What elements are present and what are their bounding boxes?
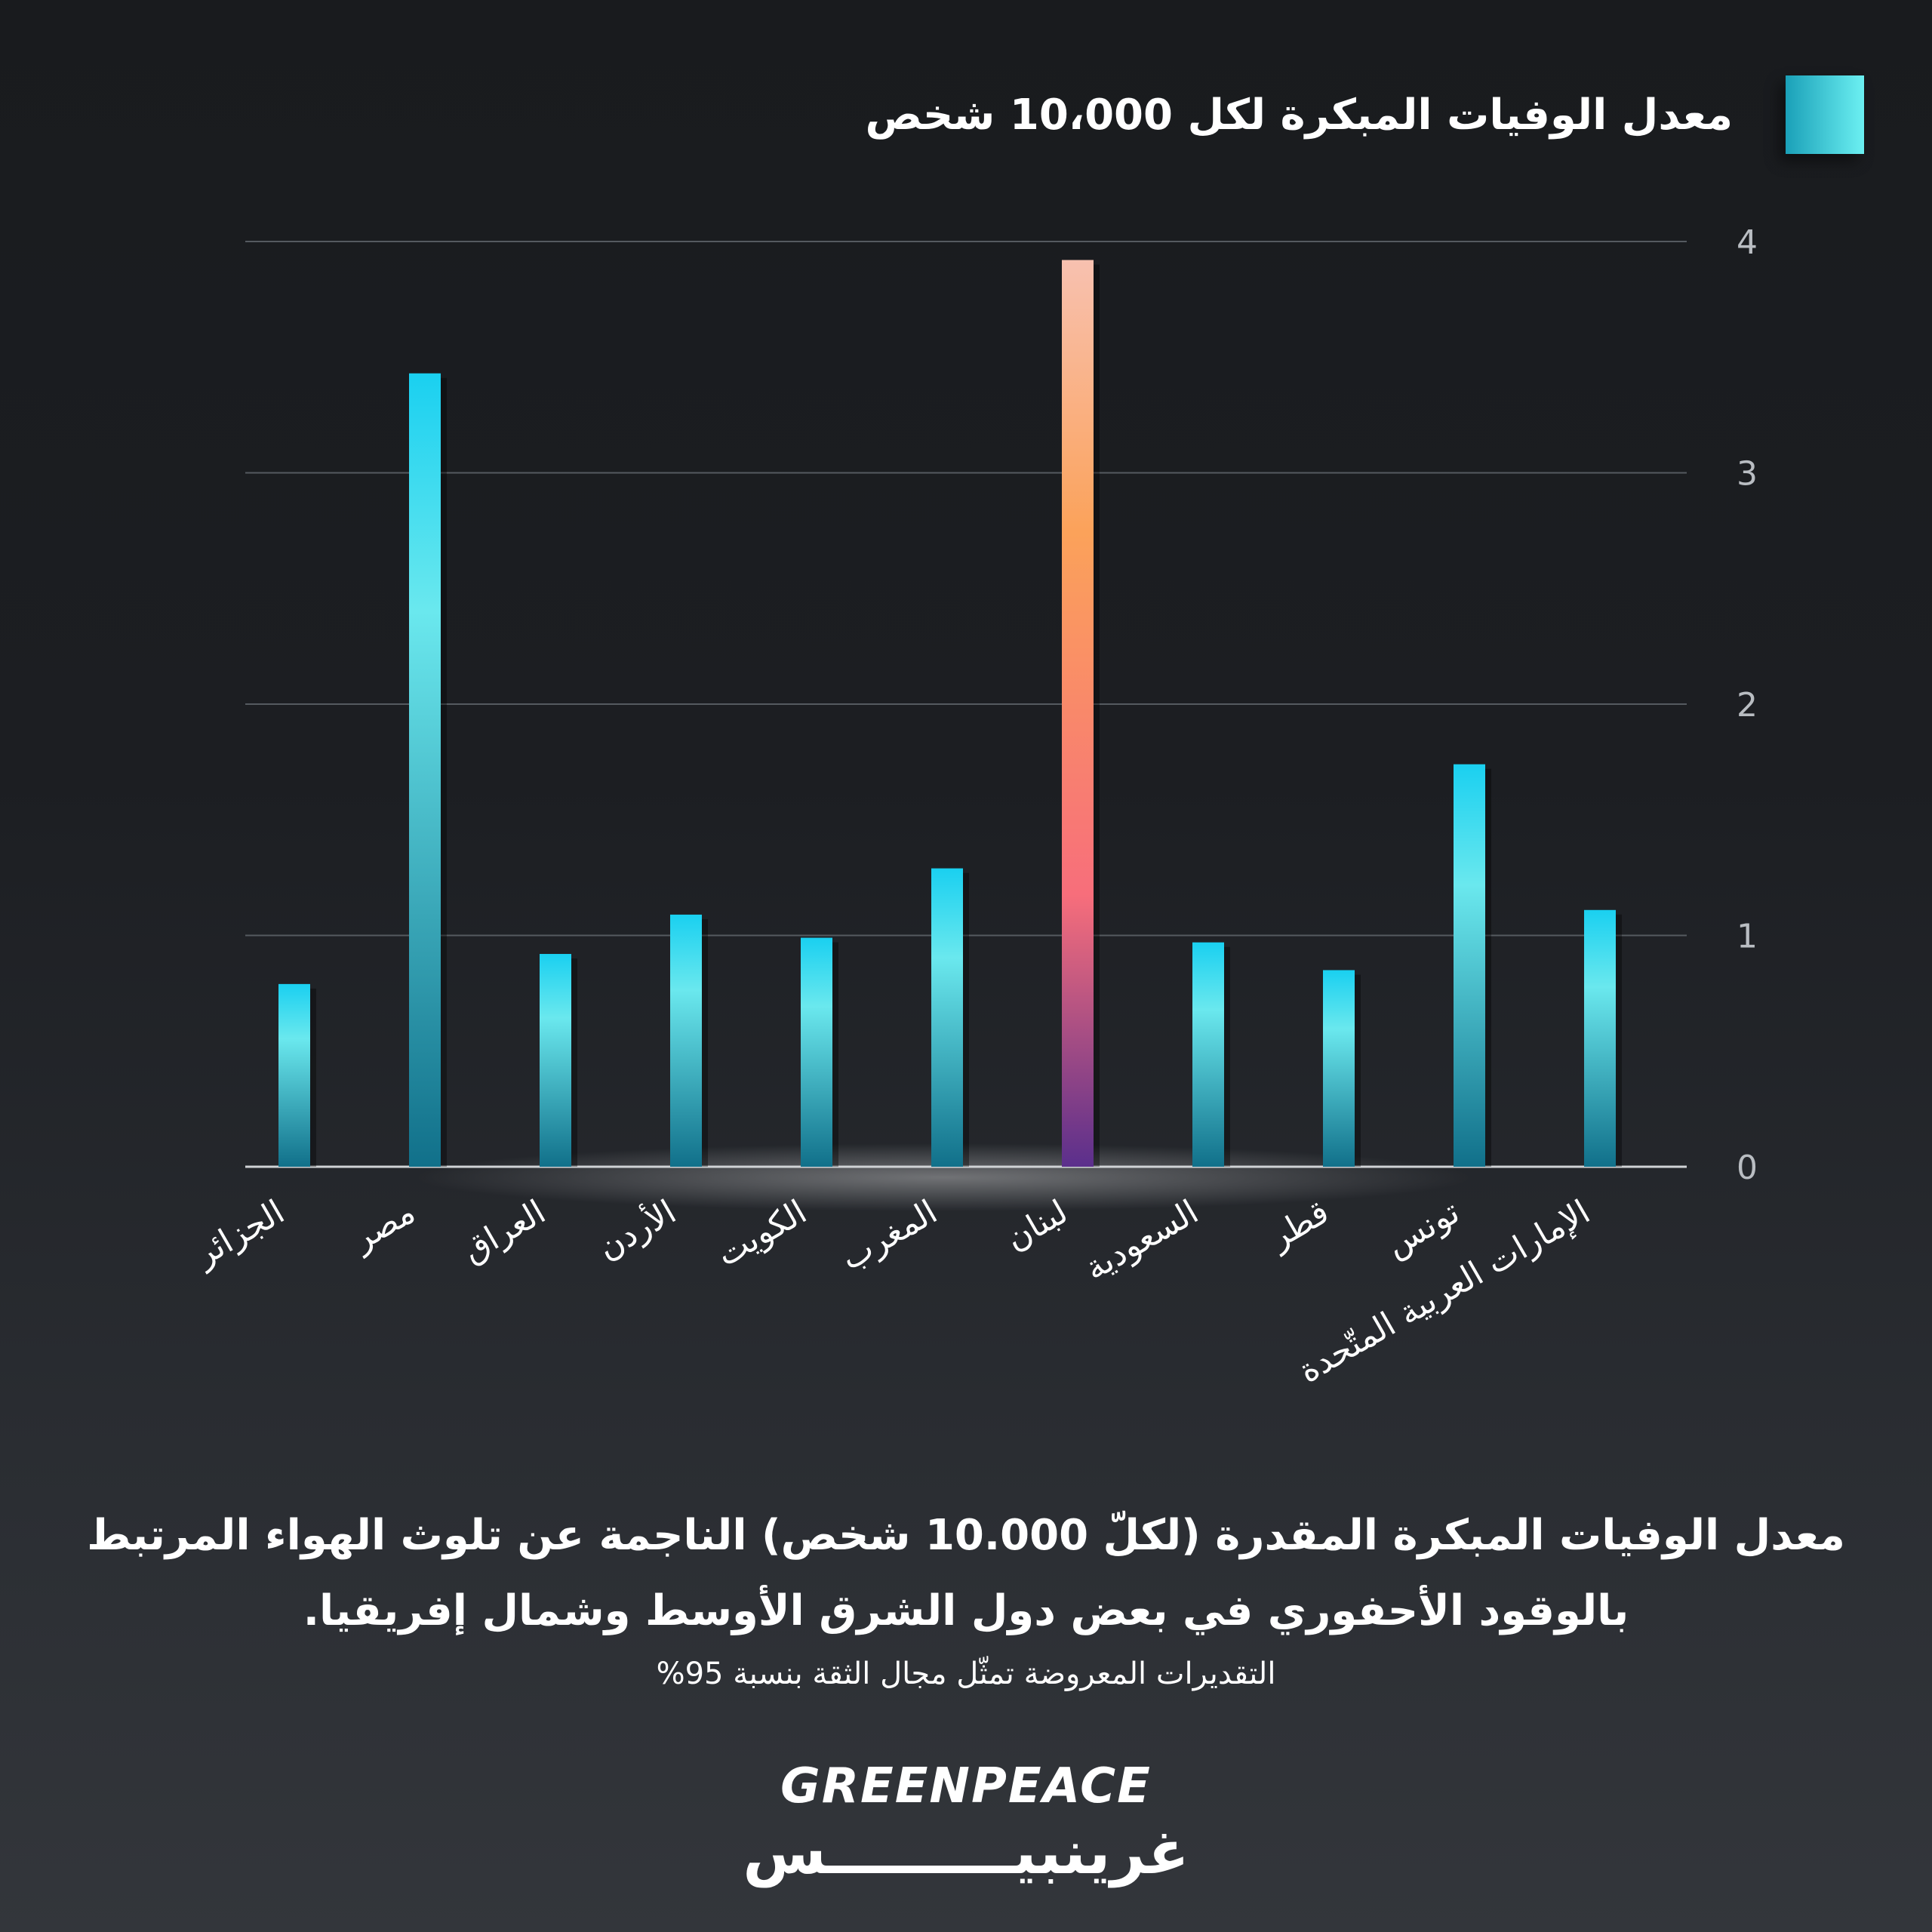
bar-1: [409, 373, 441, 1168]
y-tick-label: 1: [1737, 918, 1758, 956]
y-tick-label: 4: [1737, 223, 1758, 262]
bar-7: [1192, 942, 1224, 1167]
chart-legend: معدل الوفيات المبكرة لكل 10،000 شخص: [866, 75, 1864, 154]
confidence-note: التقديرات المعروضة تمثّل مجال الثقة بنسب…: [656, 1657, 1276, 1691]
bar-9: [1454, 764, 1485, 1167]
logo-text-ar: غرينبيـــــــــس: [743, 1817, 1189, 1887]
logo-text-en: GREENPEACE: [780, 1758, 1152, 1814]
x-category-label: مصر: [345, 1192, 422, 1259]
y-tick-label: 3: [1737, 455, 1758, 494]
legend-swatch: [1786, 75, 1864, 154]
y-tick-label: 2: [1737, 686, 1758, 724]
bar-0: [278, 983, 310, 1167]
x-category-label: الجزائر: [187, 1192, 291, 1275]
legend-label: معدل الوفيات المبكرة لكل 10،000 شخص: [865, 90, 1733, 140]
bar-10: [1584, 909, 1616, 1167]
chart-caption: معدل الوفيات المبكرة المقدرة (لكلّ 10.00…: [0, 1498, 1932, 1649]
greenpeace-logo: GREENPEACE غرينبيـــــــــس: [0, 1758, 1932, 1887]
x-category-label: تونس: [1380, 1192, 1466, 1265]
x-category-label: العراق: [456, 1192, 552, 1270]
caption-line-2: بالوقود الأحفوري في بعض دول الشرق الأوسط…: [303, 1586, 1629, 1635]
caption-line-1: معدل الوفيات المبكرة المقدرة (لكلّ 10.00…: [87, 1511, 1845, 1560]
bar-4: [801, 937, 832, 1167]
bar-8: [1323, 970, 1355, 1167]
bar-6: [1062, 260, 1094, 1167]
y-tick-label: 0: [1737, 1149, 1758, 1187]
bar-5: [931, 868, 963, 1167]
bar-2: [540, 954, 571, 1167]
bar-3: [670, 914, 702, 1167]
